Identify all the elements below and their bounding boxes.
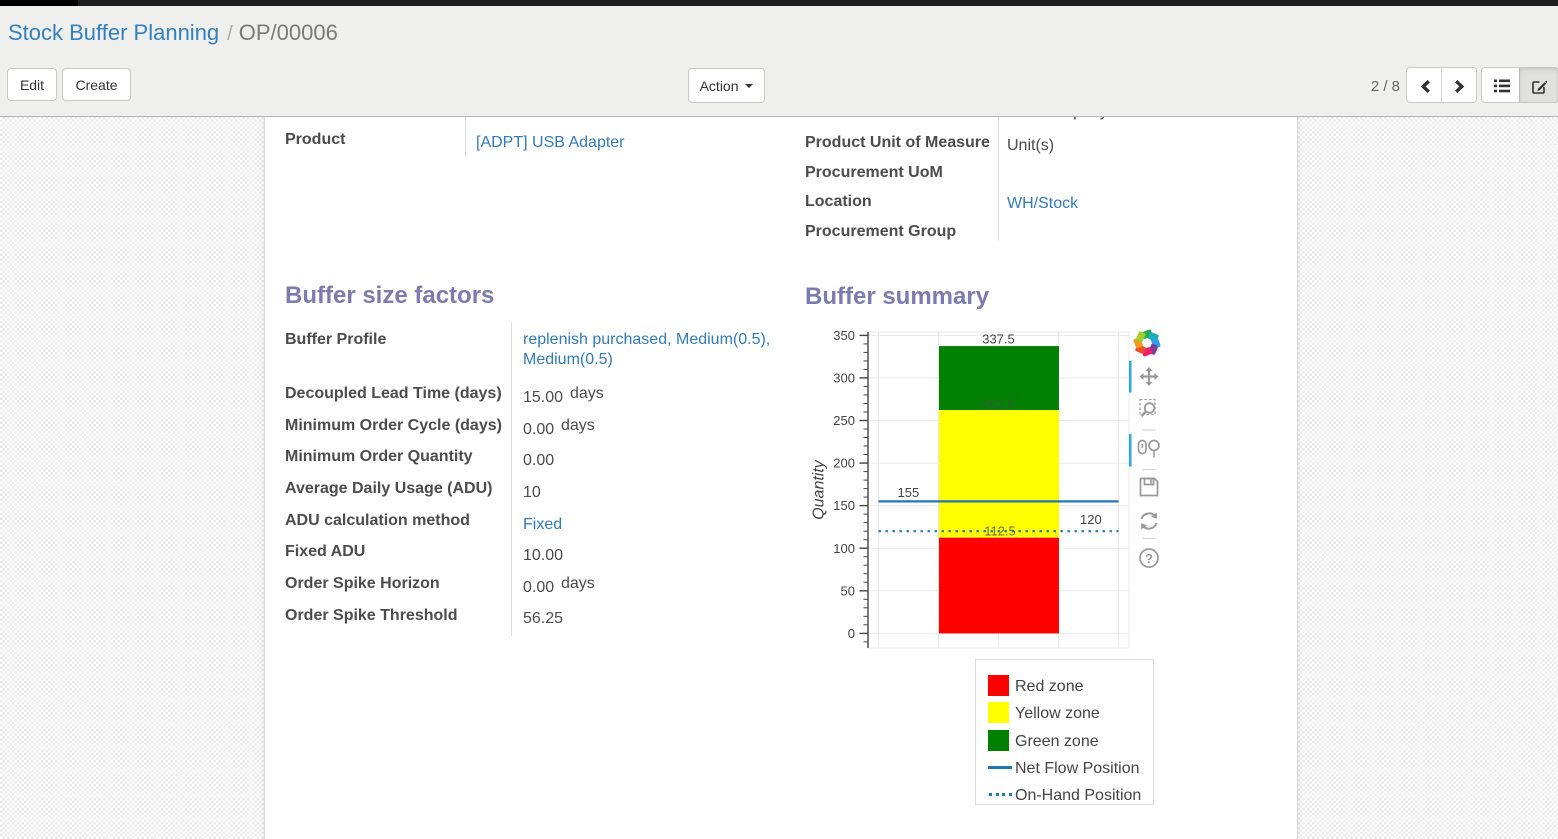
svg-text:112.5: 112.5: [984, 524, 1016, 539]
svg-text:250: 250: [833, 413, 855, 428]
svg-text:155: 155: [898, 485, 920, 500]
svg-text:350: 350: [833, 328, 855, 343]
svg-text:300: 300: [833, 371, 855, 386]
svg-text:120: 120: [1080, 512, 1102, 527]
svg-text:337.5: 337.5: [982, 332, 1015, 347]
svg-text:Quantity: Quantity: [811, 459, 828, 520]
svg-text:200: 200: [833, 456, 855, 471]
svg-text:?: ?: [1145, 551, 1153, 566]
svg-text:50: 50: [841, 583, 855, 598]
svg-text:100: 100: [833, 541, 855, 556]
svg-text:262.5: 262.5: [982, 397, 1015, 412]
svg-text:150: 150: [833, 498, 855, 513]
svg-text:0: 0: [848, 626, 855, 641]
